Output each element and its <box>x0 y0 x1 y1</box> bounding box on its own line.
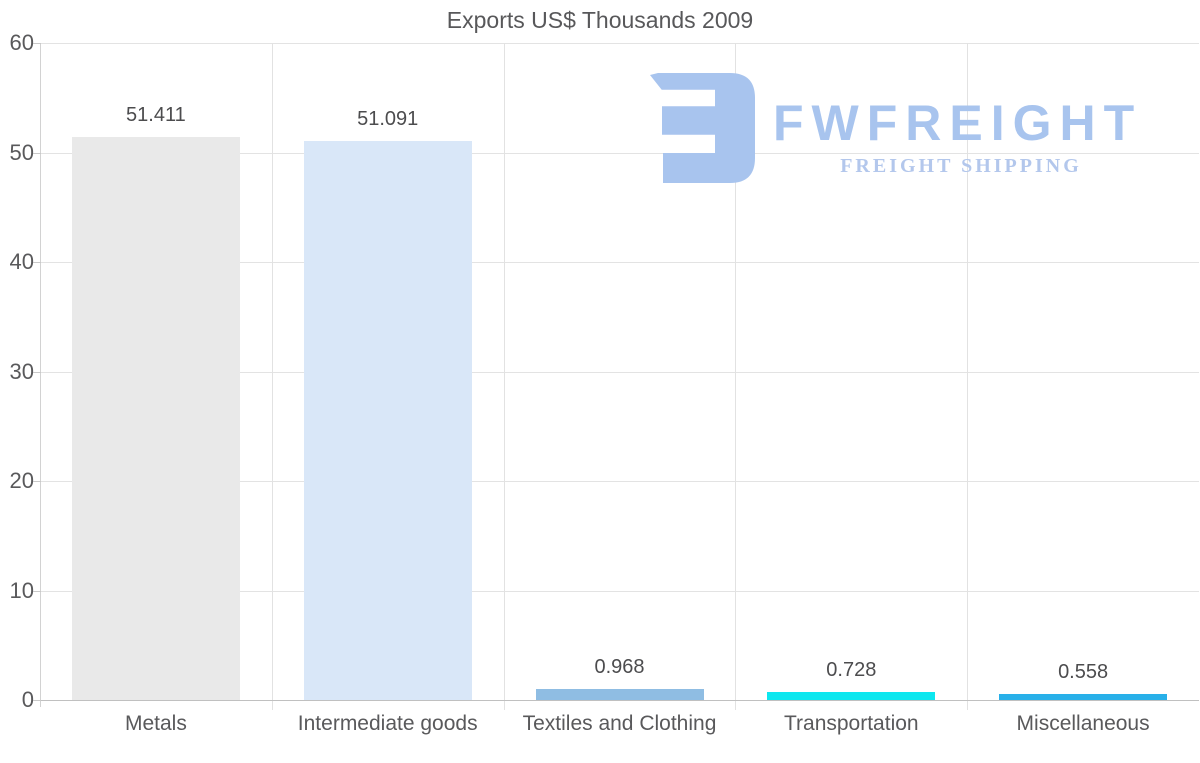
y-tick-label: 60 <box>9 30 34 55</box>
x-axis-baseline <box>40 700 1199 701</box>
y-tick-label: 10 <box>9 577 34 603</box>
y-tick-label: 30 <box>9 358 34 384</box>
bar-value-label: 0.728 <box>826 659 877 682</box>
y-tick-label: 20 <box>9 468 34 493</box>
y-tick-label: 0 <box>21 687 34 712</box>
bar-textiles-and-clothing <box>535 689 704 700</box>
logo-tagline-text: FREIGHT SHIPPING <box>840 155 1082 177</box>
bar-value-label: 0.558 <box>1058 660 1109 683</box>
y-tick-label: 40 <box>9 249 34 274</box>
category-label: Textiles and Clothing <box>522 712 717 735</box>
watermark-logo: FWFREIGHT FREIGHT SHIPPING <box>650 70 1150 195</box>
gridline-horizontal <box>40 152 1199 154</box>
gridline-horizontal <box>40 43 1199 44</box>
bar-value-label: 51.091 <box>357 107 419 130</box>
category-label: Transportation <box>783 712 919 735</box>
y-tick-label: 50 <box>9 139 34 165</box>
gridline-horizontal <box>40 481 1199 482</box>
logo-brand-text: FWFREIGHT <box>773 95 1143 151</box>
chart-title: Exports US$ Thousands 2009 <box>446 7 754 33</box>
bar-value-label: 0.968 <box>594 656 645 679</box>
bar-intermediate-goods <box>303 140 472 700</box>
bar-value-label: 51.411 <box>126 104 186 127</box>
category-label: Intermediate goods <box>297 712 478 735</box>
bar-transportation <box>767 692 936 700</box>
category-label: Miscellaneous <box>1016 712 1150 735</box>
logo-mark-icon <box>650 73 755 183</box>
gridline-vertical <box>967 43 969 710</box>
y-tick-mark <box>33 152 41 154</box>
gridline-vertical <box>735 43 737 710</box>
gridline-horizontal <box>40 262 1199 263</box>
plot-area: 51.411 Metals 51.091 Intermediate goods 0.96… <box>40 43 1199 735</box>
gridline-vertical <box>503 43 505 710</box>
gridline-horizontal <box>40 590 1199 592</box>
y-tick-mark <box>33 43 41 44</box>
logo-text-block: FWFREIGHT FREIGHT SHIPPING <box>773 70 1149 195</box>
y-tick-mark <box>33 481 41 482</box>
bar-metals <box>71 137 240 700</box>
y-tick-mark <box>33 590 41 592</box>
bar-miscellaneous <box>999 693 1168 700</box>
gridline-vertical <box>271 43 273 710</box>
y-axis-line <box>40 43 41 707</box>
category-label: Metals <box>124 712 187 735</box>
y-tick-mark <box>33 371 41 373</box>
y-tick-mark <box>33 262 41 263</box>
y-tick-mark <box>33 700 41 701</box>
gridline-horizontal <box>40 371 1199 373</box>
